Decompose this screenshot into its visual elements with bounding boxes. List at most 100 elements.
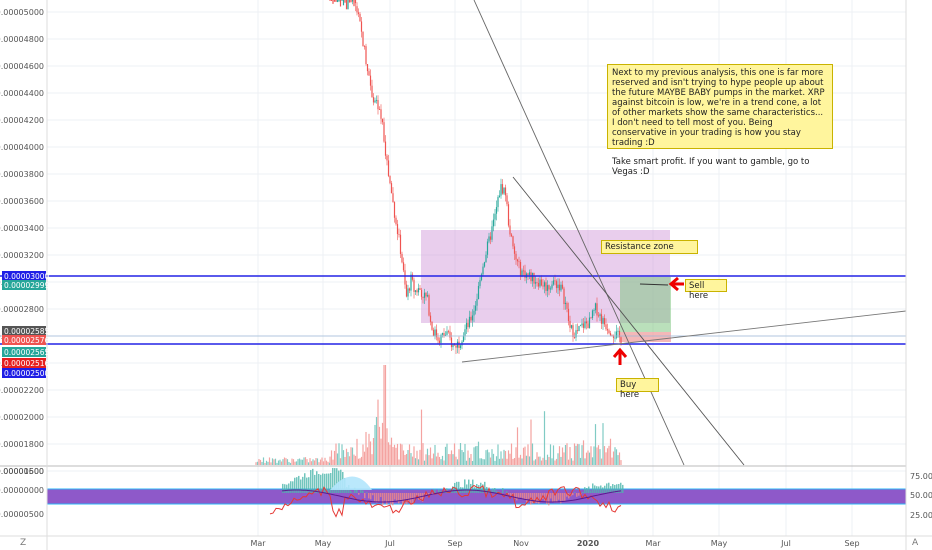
price-badge: 0.00002565 [2, 347, 50, 357]
candle-body [455, 345, 457, 348]
histogram-bar [494, 488, 496, 493]
candle-body [575, 330, 577, 338]
volume-bar [392, 447, 394, 465]
volume-bar [330, 450, 333, 465]
volume-bar [582, 440, 585, 465]
histogram-bar [368, 493, 370, 499]
candle-body [527, 273, 529, 275]
candle-body [558, 284, 561, 291]
volume-bar [552, 445, 555, 465]
volume-bar [602, 423, 604, 465]
candle-body [563, 288, 565, 305]
histogram-bar [528, 493, 530, 499]
candle-body [420, 289, 423, 297]
volume-bar [339, 458, 342, 465]
candle-body [368, 71, 370, 76]
sell-here-label[interactable]: Sell here [685, 279, 727, 301]
volume-bar [387, 442, 390, 465]
volume-bar [605, 452, 607, 465]
volume-bar [408, 444, 411, 465]
candle-body [330, 0, 333, 1]
analysis-note[interactable]: Next to my previous analysis, this one i… [607, 64, 833, 177]
volume-bar [432, 453, 435, 465]
candle-body [510, 234, 513, 237]
volume-bar [528, 456, 531, 465]
analysis-note-text: Next to my previous analysis, this one i… [612, 68, 825, 148]
volume-bar [280, 461, 283, 465]
histogram-bar [606, 483, 608, 493]
candle-body [560, 284, 562, 291]
time-tick-label: Mar [250, 539, 266, 548]
histogram-bar [602, 487, 604, 493]
volume-bar [312, 459, 314, 465]
candle-body [491, 226, 493, 240]
candle-body [501, 184, 504, 194]
histogram-bar [358, 493, 360, 495]
volume-bar [489, 457, 492, 465]
volume-bar [390, 437, 393, 465]
volume-bar [354, 455, 357, 465]
candle-body [564, 302, 567, 305]
histogram-bar [578, 493, 580, 496]
price-tick-label: 0.00003200 [0, 251, 44, 260]
volume-bar [599, 449, 601, 465]
volume-bar [581, 445, 583, 465]
volume-bar [500, 451, 502, 465]
rising-support-line[interactable] [461, 310, 907, 363]
histogram-bar [402, 493, 404, 505]
volume-bar [345, 448, 348, 465]
sell-arrow [668, 276, 684, 292]
candle-body [345, 0, 348, 10]
price-tick-label: 0.00004600 [0, 62, 44, 71]
histogram-bar [332, 467, 334, 493]
volume-bar [262, 457, 265, 465]
candle-body [488, 236, 490, 242]
candle-body [426, 295, 429, 297]
volume-bar [407, 450, 409, 465]
histogram-bar [400, 493, 402, 502]
candle-body [617, 330, 619, 332]
buy-here-label[interactable]: Buy here [616, 378, 659, 400]
histogram-bar [566, 493, 568, 497]
histogram-bar [330, 472, 332, 493]
volume-bar [300, 459, 302, 465]
histogram-bar [364, 493, 366, 499]
candle-body [494, 213, 496, 220]
timezone-button[interactable]: Z [20, 538, 27, 548]
volume-bar [509, 453, 511, 465]
histogram-bar [392, 493, 394, 506]
volume-bar [477, 441, 480, 465]
candle-body [470, 316, 472, 321]
candle-body [416, 290, 418, 293]
histogram-bar [284, 484, 286, 493]
volume-bar [611, 457, 613, 465]
histogram-bar [554, 493, 556, 503]
candle-body [537, 282, 540, 287]
histogram-bar [616, 484, 618, 493]
volume-bar [558, 446, 561, 465]
candle-body [549, 288, 552, 290]
candle-body [579, 325, 582, 327]
auto-scale-button[interactable]: A [912, 538, 919, 548]
volume-bar [381, 422, 384, 465]
volume-bar [453, 443, 456, 465]
candle-body [489, 236, 492, 240]
candle-body [431, 321, 433, 330]
candle-body [371, 85, 373, 98]
volume-bar [462, 452, 465, 465]
volume-bar [513, 457, 516, 465]
volume-bar [256, 461, 259, 465]
volume-bar [585, 452, 588, 465]
candle-body [539, 279, 541, 287]
histogram-bar [608, 482, 610, 493]
histogram-bar [282, 483, 284, 493]
volume-bar [467, 450, 469, 465]
resistance-zone-label[interactable]: Resistance zone [601, 240, 698, 254]
volume-bar [369, 441, 372, 465]
volume-bar [306, 459, 308, 465]
volume-bar [341, 444, 343, 465]
volume-bar [264, 462, 266, 465]
candle-body [375, 100, 378, 101]
volume-bar [531, 443, 534, 465]
trend-cone-lower-line[interactable] [512, 176, 745, 466]
